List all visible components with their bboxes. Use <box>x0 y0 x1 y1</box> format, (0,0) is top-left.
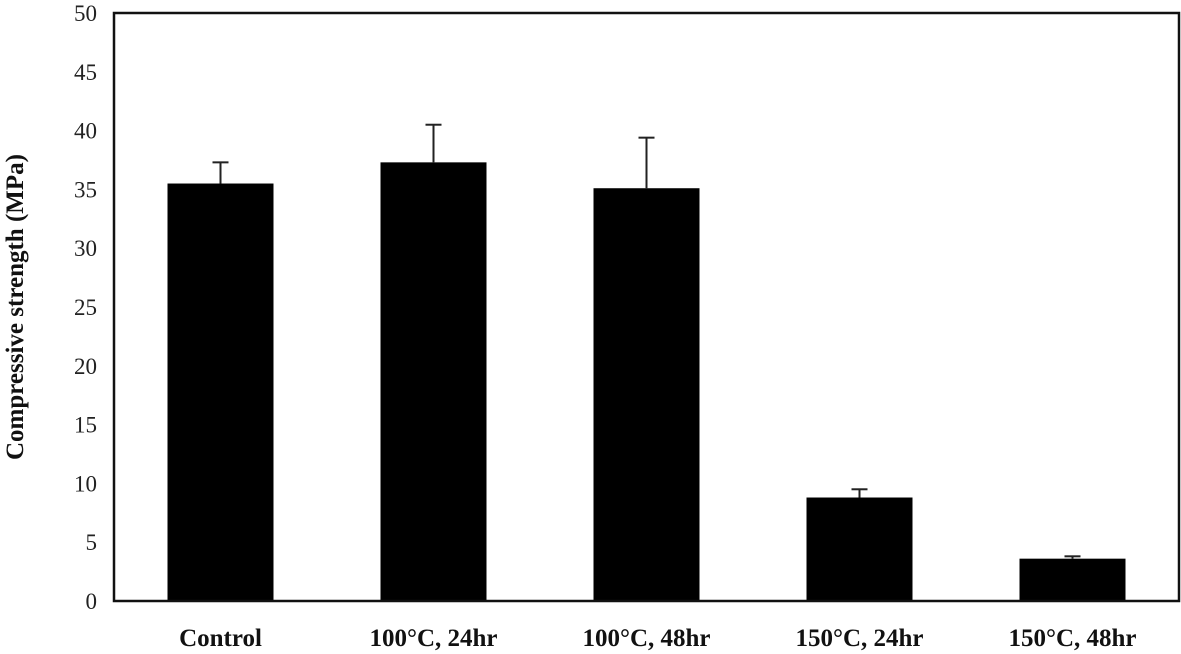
error-bar <box>638 136 655 189</box>
y-tick-label: 20 <box>74 354 97 379</box>
error-bar <box>425 123 442 163</box>
y-tick-label: 10 <box>74 471 97 496</box>
y-tick-label: 30 <box>74 236 97 261</box>
error-bar <box>212 161 229 184</box>
bar <box>593 188 700 601</box>
x-tick-label: 100°C, 24hr <box>369 625 497 652</box>
y-tick-label: 45 <box>74 60 97 85</box>
error-bar <box>851 488 868 498</box>
error-bars <box>212 123 1081 559</box>
x-tick-label: 100°C, 48hr <box>582 625 710 652</box>
x-tick-label: 150°C, 48hr <box>1008 625 1136 652</box>
error-bar <box>1064 555 1081 559</box>
bar <box>1019 558 1126 601</box>
y-tick-label: 35 <box>74 177 97 202</box>
x-tick-label: 150°C, 24hr <box>795 625 923 652</box>
bar <box>806 497 913 601</box>
x-tick-label: Control <box>179 625 262 652</box>
y-tick-label: 5 <box>86 530 98 555</box>
y-tick-label: 15 <box>74 413 97 438</box>
plot-frame <box>112 11 1181 603</box>
y-tick-label: 40 <box>74 119 97 144</box>
y-tick-label: 25 <box>74 295 97 320</box>
y-tick-label: 50 <box>74 1 97 26</box>
y-axis-ticks: 0 5 10 15 20 25 30 35 40 45 50 <box>74 1 97 614</box>
bar <box>167 183 274 601</box>
bars <box>167 162 1126 602</box>
bar <box>380 162 487 602</box>
y-tick-label: 0 <box>86 589 98 614</box>
x-axis-labels: Control 100°C, 24hr 100°C, 48hr 150°C, 24hr… <box>179 625 1136 652</box>
